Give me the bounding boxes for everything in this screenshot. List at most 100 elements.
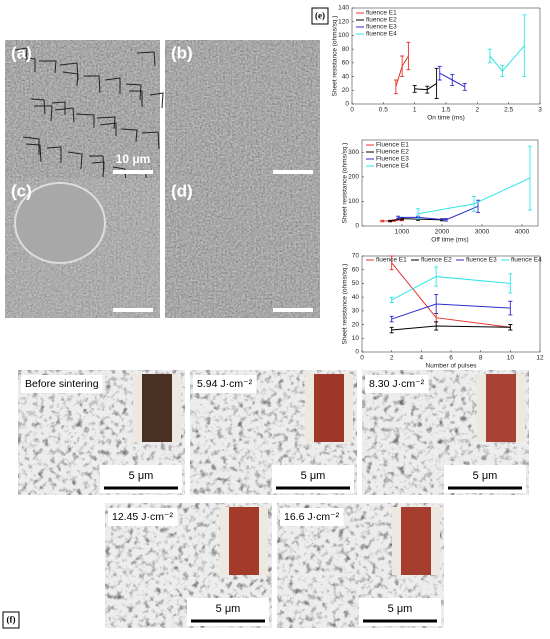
sem-texture	[165, 178, 320, 318]
x-axis-label: On time (ms)	[427, 115, 465, 122]
caption: 8.30 J·cm⁻²	[369, 378, 425, 390]
crack	[104, 77, 121, 94]
caption-bg	[108, 508, 178, 526]
scale-label: 5 μm	[473, 470, 498, 482]
caption-bg	[365, 375, 429, 393]
x-tick-label: 1.5	[441, 107, 450, 114]
crack	[30, 98, 46, 115]
panel-label: (b)	[171, 43, 193, 62]
x-tick-label: 3000	[475, 229, 490, 236]
crack	[39, 60, 57, 74]
panel-label: (f)	[7, 615, 16, 625]
plot-frame	[361, 139, 539, 227]
crack	[51, 101, 66, 115]
error-bar	[434, 293, 439, 315]
crack	[125, 83, 142, 101]
error-bar	[450, 74, 455, 86]
series-line	[489, 45, 525, 72]
legend-label: fluence E2	[366, 17, 397, 24]
error-bar	[434, 67, 439, 99]
chart: 0 0.5 1 1.5 2 2.5 3 0 20 40 60 80 100 120 140 On time (…	[332, 5, 542, 122]
legend-label: fluence E1	[376, 257, 407, 264]
scale-label: 5 μm	[129, 470, 154, 482]
sem-texture	[165, 40, 320, 180]
y-tick-label: 70	[352, 253, 360, 260]
x-tick-label: 0	[360, 355, 364, 362]
y-tick-label: 50	[352, 280, 360, 287]
legend-label: fluence E3	[366, 24, 397, 31]
y-tick-label: 0	[355, 223, 359, 230]
y-axis-label: Sheet resistance (ohms/sq.)	[342, 264, 349, 345]
crack	[136, 51, 156, 67]
error-bar	[388, 219, 392, 223]
scale-label: 5 μm	[301, 470, 326, 482]
y-tick-label: 80	[342, 46, 350, 53]
crack	[84, 75, 101, 94]
x-tick-label: 12	[536, 355, 544, 362]
y-axis-label: Sheet resistance (ohms/sq.)	[332, 16, 339, 97]
y-tick-label: 120	[338, 18, 349, 25]
error-bar	[389, 255, 394, 271]
legend-label: Fluence E2	[376, 149, 409, 156]
y-tick-label: 200	[348, 174, 359, 181]
chart: 0 2 4 6 8 10 12 0 10 20 30 40 50 60 70 Number of pulses…	[342, 253, 544, 370]
y-tick-label: 100	[348, 198, 359, 205]
crack	[46, 146, 62, 163]
crack	[67, 151, 83, 170]
crack	[62, 71, 79, 87]
sem-texture	[5, 40, 160, 180]
inset-sample	[142, 374, 172, 442]
crack	[129, 90, 143, 107]
error-bar	[500, 65, 505, 78]
crack	[25, 143, 42, 163]
crack	[96, 116, 116, 130]
legend-label: Fluence E1	[376, 142, 409, 149]
panel-label: (e)	[315, 11, 325, 21]
error-bar	[522, 14, 527, 78]
crack	[99, 122, 117, 136]
series-line	[391, 276, 511, 301]
y-tick-label: 20	[342, 87, 350, 94]
error-bar	[434, 266, 439, 287]
y-tick-label: 60	[342, 60, 350, 67]
x-tick-label: 6	[449, 355, 453, 362]
label-box	[2, 611, 20, 629]
x-axis-label: Off time (ms)	[431, 237, 468, 244]
x-tick-label: 8	[479, 355, 483, 362]
crack	[141, 131, 160, 150]
series-line	[389, 218, 443, 222]
error-bar	[380, 219, 384, 223]
x-tick-label: 0.5	[379, 107, 388, 114]
x-axis-label: Number of pulses	[426, 363, 478, 370]
error-bar	[472, 196, 476, 212]
y-axis-label: Sheet resistance (ohms/sq.)	[342, 143, 349, 224]
y-tick-label: 0	[345, 101, 349, 108]
x-tick-label: 3	[538, 107, 542, 114]
error-bar	[444, 218, 448, 222]
panel-label: (c)	[11, 181, 32, 200]
legend-label: fluence E4	[511, 257, 542, 264]
legend-label: Fluence E3	[376, 156, 409, 163]
x-tick-label: 2	[476, 107, 480, 114]
x-tick-label: 2000	[435, 229, 450, 236]
caption: 5.94 J·cm⁻²	[197, 378, 253, 390]
legend-label: fluence E2	[421, 257, 452, 264]
error-bar	[434, 321, 439, 331]
error-bar	[462, 82, 467, 91]
panel-label: (d)	[171, 181, 193, 200]
caption-bg	[21, 375, 103, 393]
y-tick-label: 30	[352, 308, 360, 315]
scale-label: 10 μm	[116, 152, 151, 166]
legend-label: fluence E3	[466, 257, 497, 264]
x-tick-label: 2	[390, 355, 394, 362]
crack	[149, 92, 164, 109]
crack	[34, 105, 53, 122]
y-tick-label: 100	[338, 32, 349, 39]
y-tick-label: 300	[348, 149, 359, 156]
scale-label: 5 μm	[388, 603, 413, 615]
crack	[54, 107, 75, 123]
plot-frame	[361, 255, 541, 353]
x-tick-label: 1000	[395, 229, 410, 236]
